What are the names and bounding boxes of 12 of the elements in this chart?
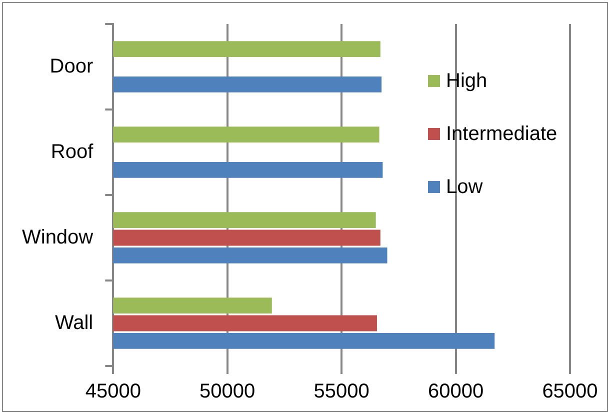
x-tick-label: 45000 [85, 380, 141, 403]
legend-label: High [446, 70, 488, 92]
y-tick-label: Window [22, 226, 94, 248]
legend-label: Low [446, 176, 483, 198]
y-tick-label: Roof [50, 140, 94, 163]
x-tick-label: 50000 [200, 380, 256, 403]
x-tick-label: 55000 [314, 380, 370, 403]
x-tick-label: 65000 [542, 380, 598, 403]
legend-label: Intermediate [446, 122, 558, 146]
y-tick-label: Door [50, 55, 94, 78]
y-tick-label: Wall [54, 312, 94, 334]
x-tick-label: 60000 [428, 380, 484, 403]
